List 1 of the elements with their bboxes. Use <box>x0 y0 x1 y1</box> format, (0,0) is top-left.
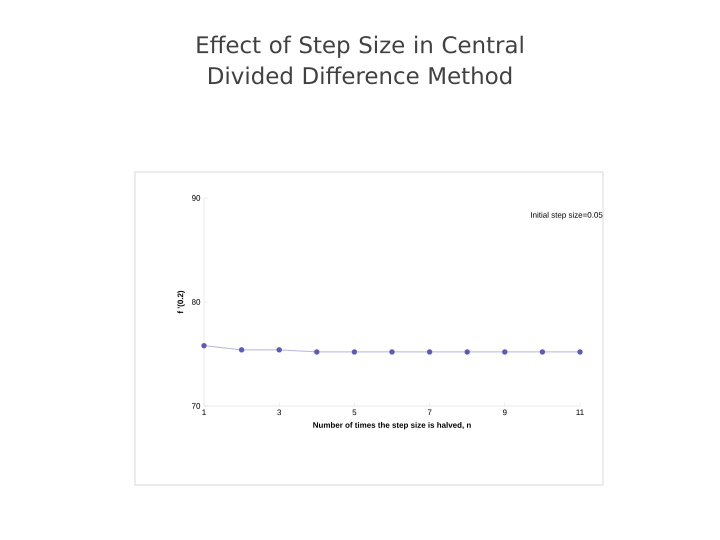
chart-title: Effect of Step Size in Central Divided Difference Method <box>197 36 523 84</box>
